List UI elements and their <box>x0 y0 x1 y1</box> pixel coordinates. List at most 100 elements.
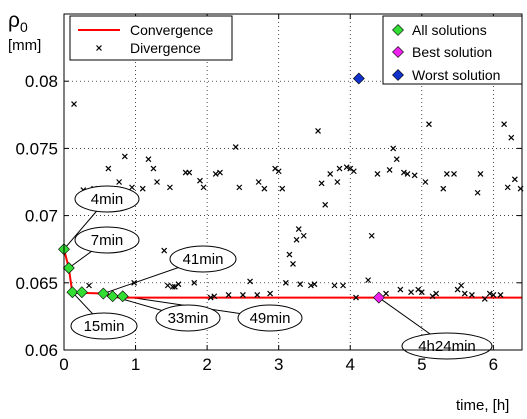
divergence-stroke <box>374 171 381 177</box>
divergence-point <box>286 251 293 258</box>
divergence-point <box>293 236 300 243</box>
divergence-stroke <box>267 290 274 297</box>
all-solution-point <box>75 286 88 299</box>
divergence-point <box>166 184 173 191</box>
x-tick-label: 6 <box>489 355 498 374</box>
divergence-stroke <box>322 201 329 208</box>
divergence-stroke <box>386 166 393 173</box>
divergence-point <box>404 171 411 177</box>
divergence-stroke <box>393 156 400 163</box>
divergence-stroke <box>318 180 325 187</box>
divergence-point <box>279 185 286 192</box>
divergence-stroke <box>239 291 246 298</box>
divergence-stroke <box>116 179 123 185</box>
divergence-stroke <box>440 185 447 192</box>
divergence-point <box>295 226 302 232</box>
x-tick-label: 1 <box>131 355 140 374</box>
divergence-stroke <box>327 171 334 177</box>
divergence-point <box>322 201 329 208</box>
divergence-point <box>169 283 176 290</box>
divergence-stroke <box>254 291 261 298</box>
divergence-stroke <box>145 156 152 163</box>
divergence-stroke <box>161 247 168 254</box>
divergence-stroke <box>275 168 282 175</box>
divergence-stroke <box>279 185 286 192</box>
divergence-stroke <box>290 261 296 267</box>
divergence-point <box>474 189 481 196</box>
divergence-stroke <box>501 121 508 128</box>
annotation-bubble <box>237 304 303 332</box>
annotation-label: 49min <box>250 310 291 327</box>
legend-divergence-marker <box>96 45 102 51</box>
divergence-point <box>386 166 393 173</box>
divergence-point <box>336 165 343 172</box>
divergence-point <box>368 232 375 239</box>
divergence-stroke <box>261 185 268 192</box>
divergence-point <box>440 185 447 192</box>
divergence-stroke <box>211 293 218 300</box>
annotation-label: 33min <box>168 310 209 327</box>
divergence-stroke <box>331 282 338 289</box>
divergence-stroke <box>191 279 198 286</box>
divergence-stroke <box>400 169 407 176</box>
legend-all-solutions-marker <box>392 24 404 36</box>
divergence-stroke <box>96 45 102 51</box>
annotation-label: 7min <box>91 232 124 249</box>
divergence-point <box>247 278 253 285</box>
divergence-point <box>468 291 475 298</box>
annotation-label: 4h24min <box>418 338 476 355</box>
divergence-point <box>197 177 203 184</box>
divergence-stroke <box>508 134 515 141</box>
divergence-point <box>418 289 425 296</box>
divergence-point <box>411 172 418 179</box>
divergence-point <box>374 171 381 177</box>
solution-points <box>58 72 385 304</box>
divergence-point <box>261 185 268 192</box>
divergence-stroke <box>105 165 112 172</box>
legend-worst-solution-marker <box>392 69 404 81</box>
all-solution-point <box>97 287 110 300</box>
divergence-point <box>429 293 436 300</box>
divergence-point <box>275 168 282 175</box>
convergence-line <box>63 248 522 299</box>
divergence-point <box>232 144 239 150</box>
legend-left: Convergence Divergence <box>69 15 233 61</box>
divergence-point <box>211 293 218 300</box>
divergence-stroke <box>486 290 493 297</box>
legend-right: All solutions Best solution Worst soluti… <box>382 15 523 85</box>
legend-divergence-label: Divergence <box>130 40 201 56</box>
divergence-point <box>171 283 178 290</box>
divergence-stroke <box>186 169 193 176</box>
divergence-point <box>297 281 304 288</box>
divergence-point <box>477 171 484 177</box>
divergence-point <box>318 180 325 187</box>
divergence-stroke <box>497 291 504 298</box>
divergence-point <box>400 169 407 176</box>
y-axis-unit: [mm] <box>8 37 41 54</box>
divergence-point <box>451 171 457 177</box>
annotation-bubble <box>155 304 221 332</box>
divergence-stroke <box>365 277 372 284</box>
divergence-stroke <box>217 169 223 176</box>
divergence-point <box>236 184 243 191</box>
divergence-point <box>150 165 157 172</box>
x-tick-label: 3 <box>274 355 283 374</box>
grid <box>64 14 522 350</box>
divergence-point <box>116 179 123 185</box>
divergence-stroke <box>426 121 432 128</box>
legend-convergence-label: Convergence <box>130 22 213 38</box>
y-axis-subscript: 0 <box>20 19 28 35</box>
x-tick-label: 2 <box>202 355 211 374</box>
divergence-point <box>154 179 160 185</box>
divergence-point <box>408 289 415 296</box>
legend-worst-solution-label: Worst solution <box>412 67 500 83</box>
divergence-stroke <box>247 278 253 285</box>
all-solution-point <box>66 286 79 299</box>
divergence-point <box>501 121 508 128</box>
divergence-stroke <box>175 281 182 288</box>
divergence-point <box>315 128 321 134</box>
divergence-stroke <box>129 184 135 191</box>
divergence-point <box>186 169 193 176</box>
divergence-stroke <box>272 165 279 172</box>
divergence-point <box>129 184 135 191</box>
